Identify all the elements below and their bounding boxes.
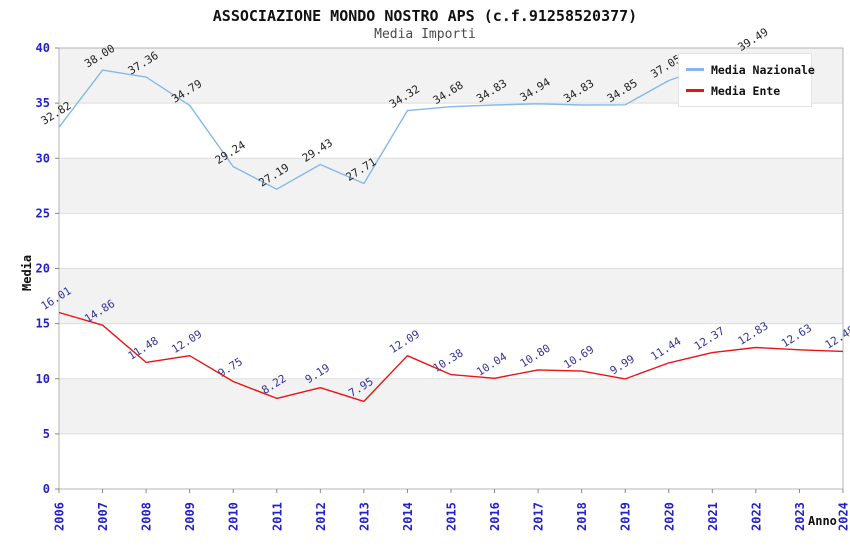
legend-line-swatch-ente bbox=[686, 89, 704, 92]
x-tick-label: 2018 bbox=[575, 502, 589, 531]
chart-subtitle: Media Importi bbox=[374, 27, 476, 42]
series-line-media-nazionale bbox=[58, 52, 757, 190]
legend-item-media-nazionale: Media Nazionale bbox=[686, 59, 815, 80]
data-label: 9.99 bbox=[608, 352, 637, 377]
x-tick-label: 2008 bbox=[140, 502, 154, 531]
x-tick-label: 2010 bbox=[227, 502, 241, 531]
series-line-media-ente bbox=[58, 311, 844, 403]
data-label: 12.37 bbox=[692, 324, 727, 353]
y-tick-label: 25 bbox=[36, 206, 50, 220]
data-label: 10.38 bbox=[431, 346, 466, 375]
data-label: 12.09 bbox=[169, 327, 204, 356]
grid-band bbox=[59, 378, 843, 434]
x-tick-label: 2016 bbox=[488, 502, 502, 531]
x-tick-label: 2017 bbox=[532, 502, 546, 531]
x-tick-label: 2011 bbox=[270, 502, 284, 531]
data-label: 11.48 bbox=[126, 334, 161, 363]
x-tick-label: 2020 bbox=[662, 502, 676, 531]
y-tick-label: 5 bbox=[43, 427, 50, 441]
legend-item-media-ente: Media Ente bbox=[686, 80, 804, 101]
y-tick-label: 35 bbox=[36, 96, 50, 110]
data-label: 10.80 bbox=[518, 342, 553, 371]
data-label: 11.44 bbox=[648, 334, 683, 363]
y-tick-label: 30 bbox=[36, 151, 50, 165]
x-tick-label: 2023 bbox=[793, 502, 807, 531]
x-tick-label: 2022 bbox=[749, 502, 763, 531]
y-tick-label: 10 bbox=[36, 372, 50, 386]
x-tick-label: 2013 bbox=[357, 502, 371, 531]
y-axis-title: Media bbox=[20, 254, 34, 291]
chart-title: ASSOCIAZIONE MONDO NOSTRO APS (c.f.91258… bbox=[212, 7, 638, 25]
x-tick-label: 2014 bbox=[401, 502, 415, 531]
x-tick-label: 2024 bbox=[837, 502, 850, 531]
legend-line-swatch-nazionale bbox=[686, 68, 704, 71]
grid-band bbox=[59, 158, 843, 214]
x-tick-label: 2007 bbox=[96, 502, 110, 531]
y-tick-label: 0 bbox=[43, 482, 50, 496]
x-tick-label: 2009 bbox=[183, 502, 197, 531]
legend-label-nazionale: Media Nazionale bbox=[711, 62, 815, 77]
chart-legend: Media Nazionale Media Ente bbox=[678, 53, 815, 107]
data-label: 10.69 bbox=[561, 343, 596, 372]
x-tick-label: 2006 bbox=[53, 502, 67, 531]
x-tick-label: 2015 bbox=[445, 502, 459, 531]
legend-label-ente: Media Ente bbox=[711, 83, 781, 98]
data-label: 12.63 bbox=[779, 322, 814, 351]
data-label: 12.09 bbox=[387, 327, 422, 356]
x-axis-title: Anno bbox=[808, 514, 837, 528]
grid-band bbox=[59, 268, 843, 324]
data-label: 12.48 bbox=[823, 323, 850, 352]
x-tick-label: 2012 bbox=[314, 502, 328, 531]
x-tick-label: 2021 bbox=[706, 502, 720, 531]
x-tick-label: 2019 bbox=[619, 502, 633, 531]
y-tick-label: 40 bbox=[36, 41, 50, 55]
y-tick-label: 15 bbox=[36, 317, 50, 331]
data-label: 9.75 bbox=[216, 355, 245, 380]
y-tick-label: 20 bbox=[36, 262, 50, 276]
data-label: 10.04 bbox=[474, 350, 509, 379]
